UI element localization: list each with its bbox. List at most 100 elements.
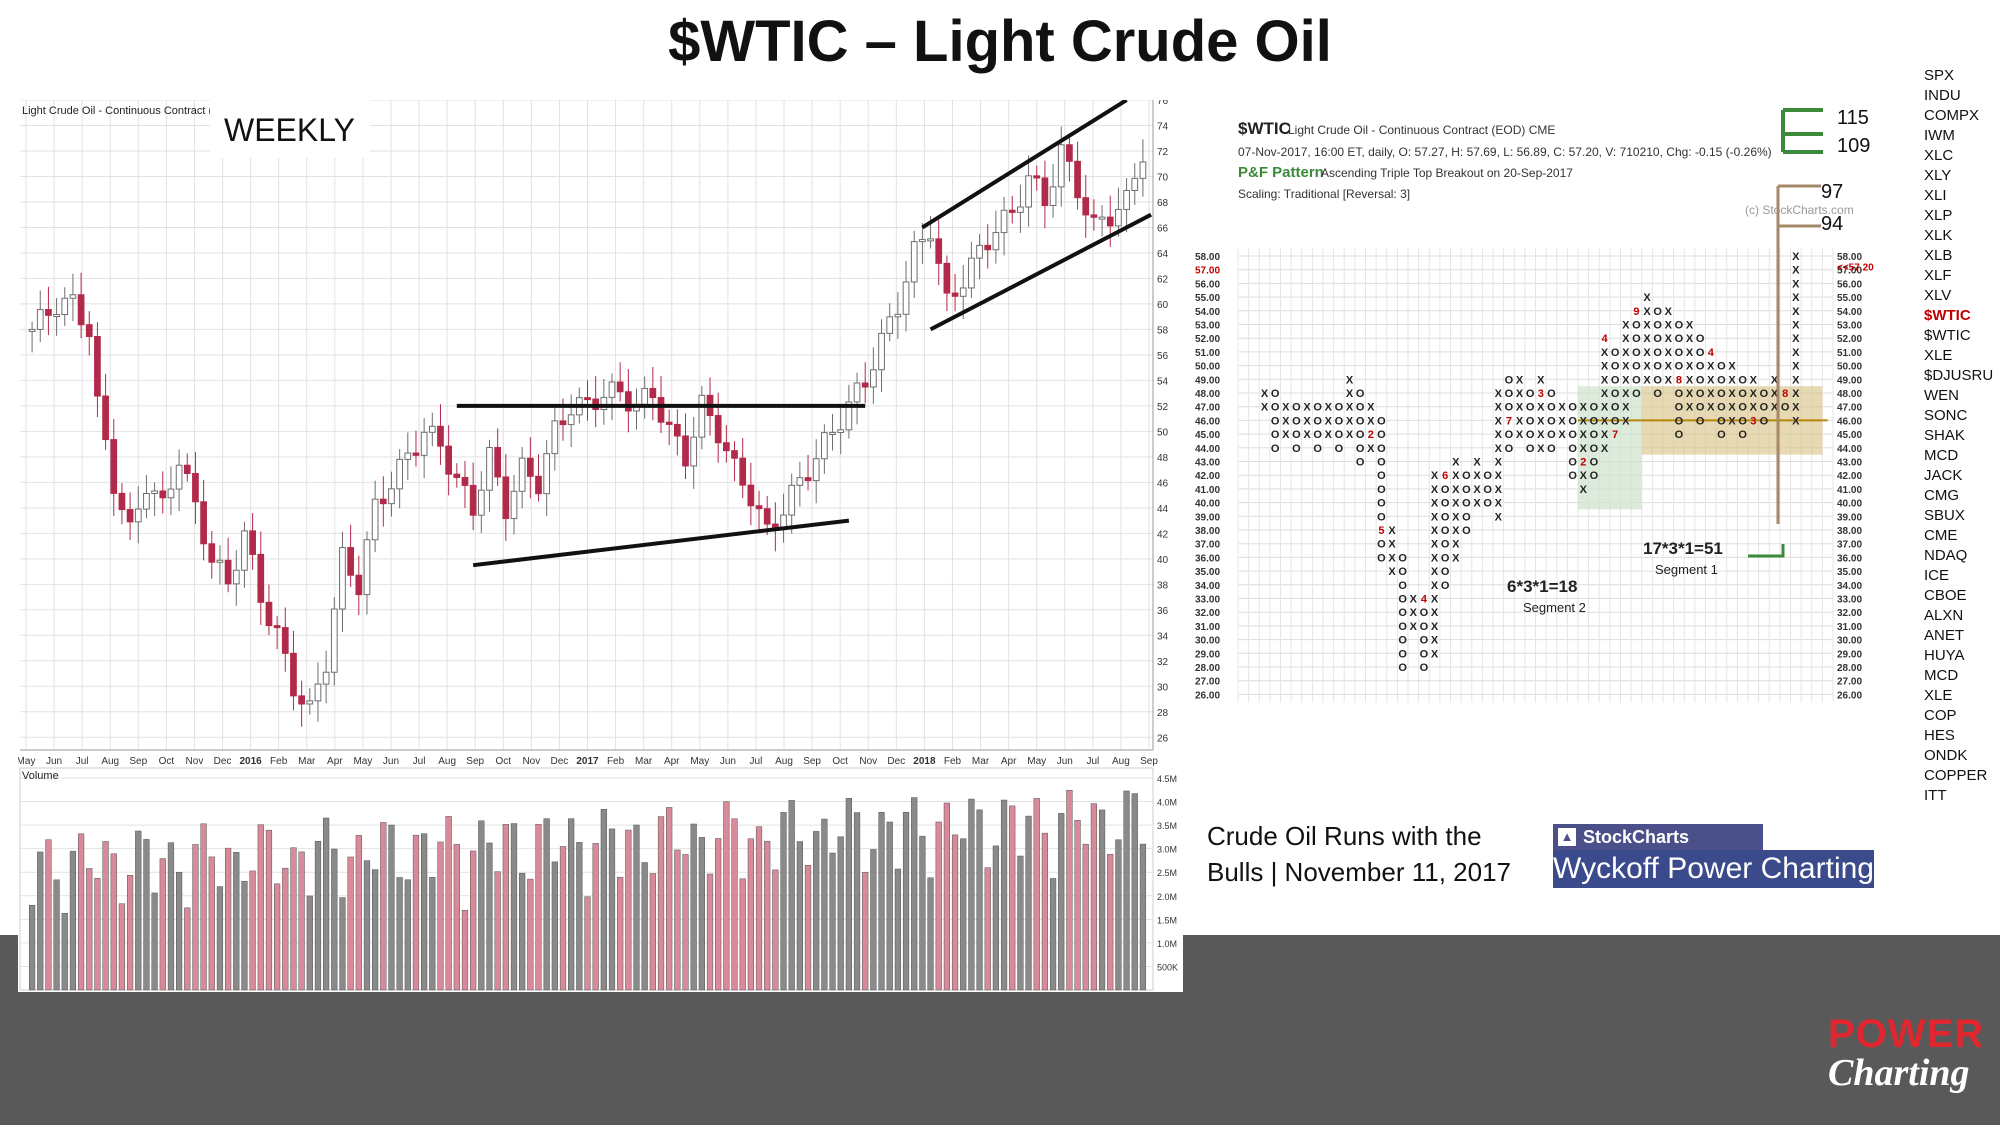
ticker-mcd[interactable]: MCD: [1924, 667, 1959, 684]
volume-bar: [208, 856, 215, 991]
volume-bar: [118, 903, 126, 991]
ticker-hes[interactable]: HES: [1924, 727, 1955, 744]
pnf-x-mark: X: [1431, 594, 1439, 606]
pnf-y-label-left: 44.00: [1195, 444, 1220, 455]
pnf-x-mark: X: [1771, 374, 1779, 386]
ticker-xlp[interactable]: XLP: [1924, 207, 1953, 224]
y-tick-label: 32: [1157, 657, 1169, 668]
ticker-djusru[interactable]: $DJUSRU: [1924, 367, 1994, 384]
pnf-o-mark: O: [1568, 470, 1577, 482]
pnf-y-label-right: 33.00: [1837, 595, 1862, 606]
pnf-x-mark: X: [1771, 402, 1779, 414]
ticker-huya[interactable]: HUYA: [1924, 647, 1965, 664]
volume-bar: [984, 867, 991, 991]
ticker-ndaq[interactable]: NDAQ: [1924, 547, 1968, 564]
ticker-compx[interactable]: COMPX: [1924, 107, 1980, 124]
candle-body: [731, 450, 738, 459]
pnf-o-mark: O: [1738, 415, 1747, 427]
volume-bar: [388, 824, 395, 991]
y-tick-label: 50: [1157, 427, 1169, 438]
pnf-x-mark: X: [1367, 415, 1375, 427]
candle-body: [1049, 186, 1057, 206]
pnf-o-mark: O: [1568, 457, 1577, 469]
candle-body: [1139, 161, 1147, 179]
pnf-x-mark: X: [1728, 402, 1736, 414]
volume-bar: [1123, 790, 1130, 991]
ticker-anet[interactable]: ANET: [1924, 627, 1965, 644]
pnf-o-mark: O: [1547, 388, 1556, 400]
pnf-o-mark: O: [1526, 388, 1535, 400]
ticker-wtic[interactable]: $WTIC: [1924, 307, 1971, 324]
ticker-xly[interactable]: XLY: [1924, 167, 1952, 184]
ticker-cme[interactable]: CME: [1924, 527, 1958, 544]
pnf-o-mark: O: [1377, 484, 1386, 496]
pnf-title: Light Crude Oil - Continuous Contract (E…: [1288, 123, 1555, 137]
ticker-xlk[interactable]: XLK: [1924, 227, 1953, 244]
ticker-xlv[interactable]: XLV: [1924, 287, 1952, 304]
ticker-xlc[interactable]: XLC: [1924, 147, 1954, 164]
pnf-y-label-left: 38.00: [1195, 526, 1220, 537]
candle-body: [910, 241, 918, 283]
x-tick-label: Aug: [1112, 756, 1130, 767]
ticker-alxn[interactable]: ALXN: [1924, 607, 1964, 624]
ticker-xlf[interactable]: XLF: [1924, 267, 1952, 284]
ticker-xle[interactable]: XLE: [1924, 687, 1953, 704]
ticker-xli[interactable]: XLI: [1924, 187, 1947, 204]
ticker-xlb[interactable]: XLB: [1924, 247, 1953, 264]
weekly-chart-title: Light Crude Oil - Continuous Contract (E…: [22, 105, 240, 117]
price-target-97: 97: [1821, 181, 1843, 203]
volume-bar: [666, 807, 673, 991]
candle-body: [722, 442, 730, 452]
ticker-ice[interactable]: ICE: [1924, 567, 1950, 584]
ticker-itt[interactable]: ITT: [1924, 787, 1947, 804]
x-tick-label: Jun: [1057, 756, 1073, 767]
pnf-o-mark: O: [1313, 402, 1322, 414]
ticker-sonc[interactable]: SONC: [1924, 407, 1968, 424]
ticker-iwm[interactable]: IWM: [1924, 127, 1955, 144]
volume-bar: [657, 816, 665, 991]
pnf-o-mark: O: [1696, 415, 1705, 427]
pnf-o-mark: O: [1653, 333, 1662, 345]
pnf-o-mark: O: [1377, 552, 1386, 564]
pnf-o-mark: O: [1505, 374, 1514, 386]
ticker-copper[interactable]: COPPER: [1924, 767, 1988, 784]
y-tick-label: 74: [1157, 121, 1169, 132]
pnf-x-mark: X: [1792, 361, 1800, 373]
x-tick-label: Sep: [1140, 756, 1158, 767]
pnf-last-price-label: <<57.20: [1837, 263, 1874, 274]
ticker-mcd[interactable]: MCD: [1924, 447, 1959, 464]
ticker-shak[interactable]: SHAK: [1924, 427, 1965, 444]
ticker-indu[interactable]: INDU: [1924, 87, 1961, 104]
volume-bar: [911, 797, 918, 991]
pnf-y-label-right: 49.00: [1837, 375, 1862, 386]
x-tick-label: Aug: [775, 756, 793, 767]
volume-bar: [323, 817, 330, 991]
ticker-cboe[interactable]: CBOE: [1924, 587, 1967, 604]
ticker-wtic[interactable]: $WTIC: [1924, 327, 1971, 344]
volume-bar: [796, 841, 803, 991]
pnf-y-label-right: 37.00: [1837, 540, 1862, 551]
ticker-spx[interactable]: SPX: [1924, 67, 1955, 84]
ticker-xle[interactable]: XLE: [1924, 347, 1953, 364]
ticker-cmg[interactable]: CMG: [1924, 487, 1959, 504]
ticker-jack[interactable]: JACK: [1924, 467, 1963, 484]
pnf-x-mark: X: [1622, 415, 1630, 427]
pnf-x-mark: X: [1792, 292, 1800, 304]
pnf-o-mark: O: [1675, 402, 1684, 414]
ticker-wen[interactable]: WEN: [1924, 387, 1959, 404]
candle-body: [755, 505, 763, 510]
pnf-x-mark: X: [1686, 347, 1694, 359]
ticker-cop[interactable]: COP: [1924, 707, 1957, 724]
pnf-x-mark: X: [1665, 347, 1673, 359]
volume-bar: [1139, 843, 1147, 991]
candle-body: [257, 553, 265, 603]
candle-body: [853, 382, 861, 403]
segment2-label: Segment 2: [1523, 600, 1586, 615]
ticker-ondk[interactable]: ONDK: [1924, 747, 1968, 764]
candle-body: [85, 324, 93, 338]
candle-body: [469, 484, 477, 516]
pnf-o-mark: 8: [1782, 388, 1788, 400]
ticker-sbux[interactable]: SBUX: [1924, 507, 1965, 524]
volume-bar: [184, 907, 191, 991]
volume-bar: [576, 842, 583, 991]
